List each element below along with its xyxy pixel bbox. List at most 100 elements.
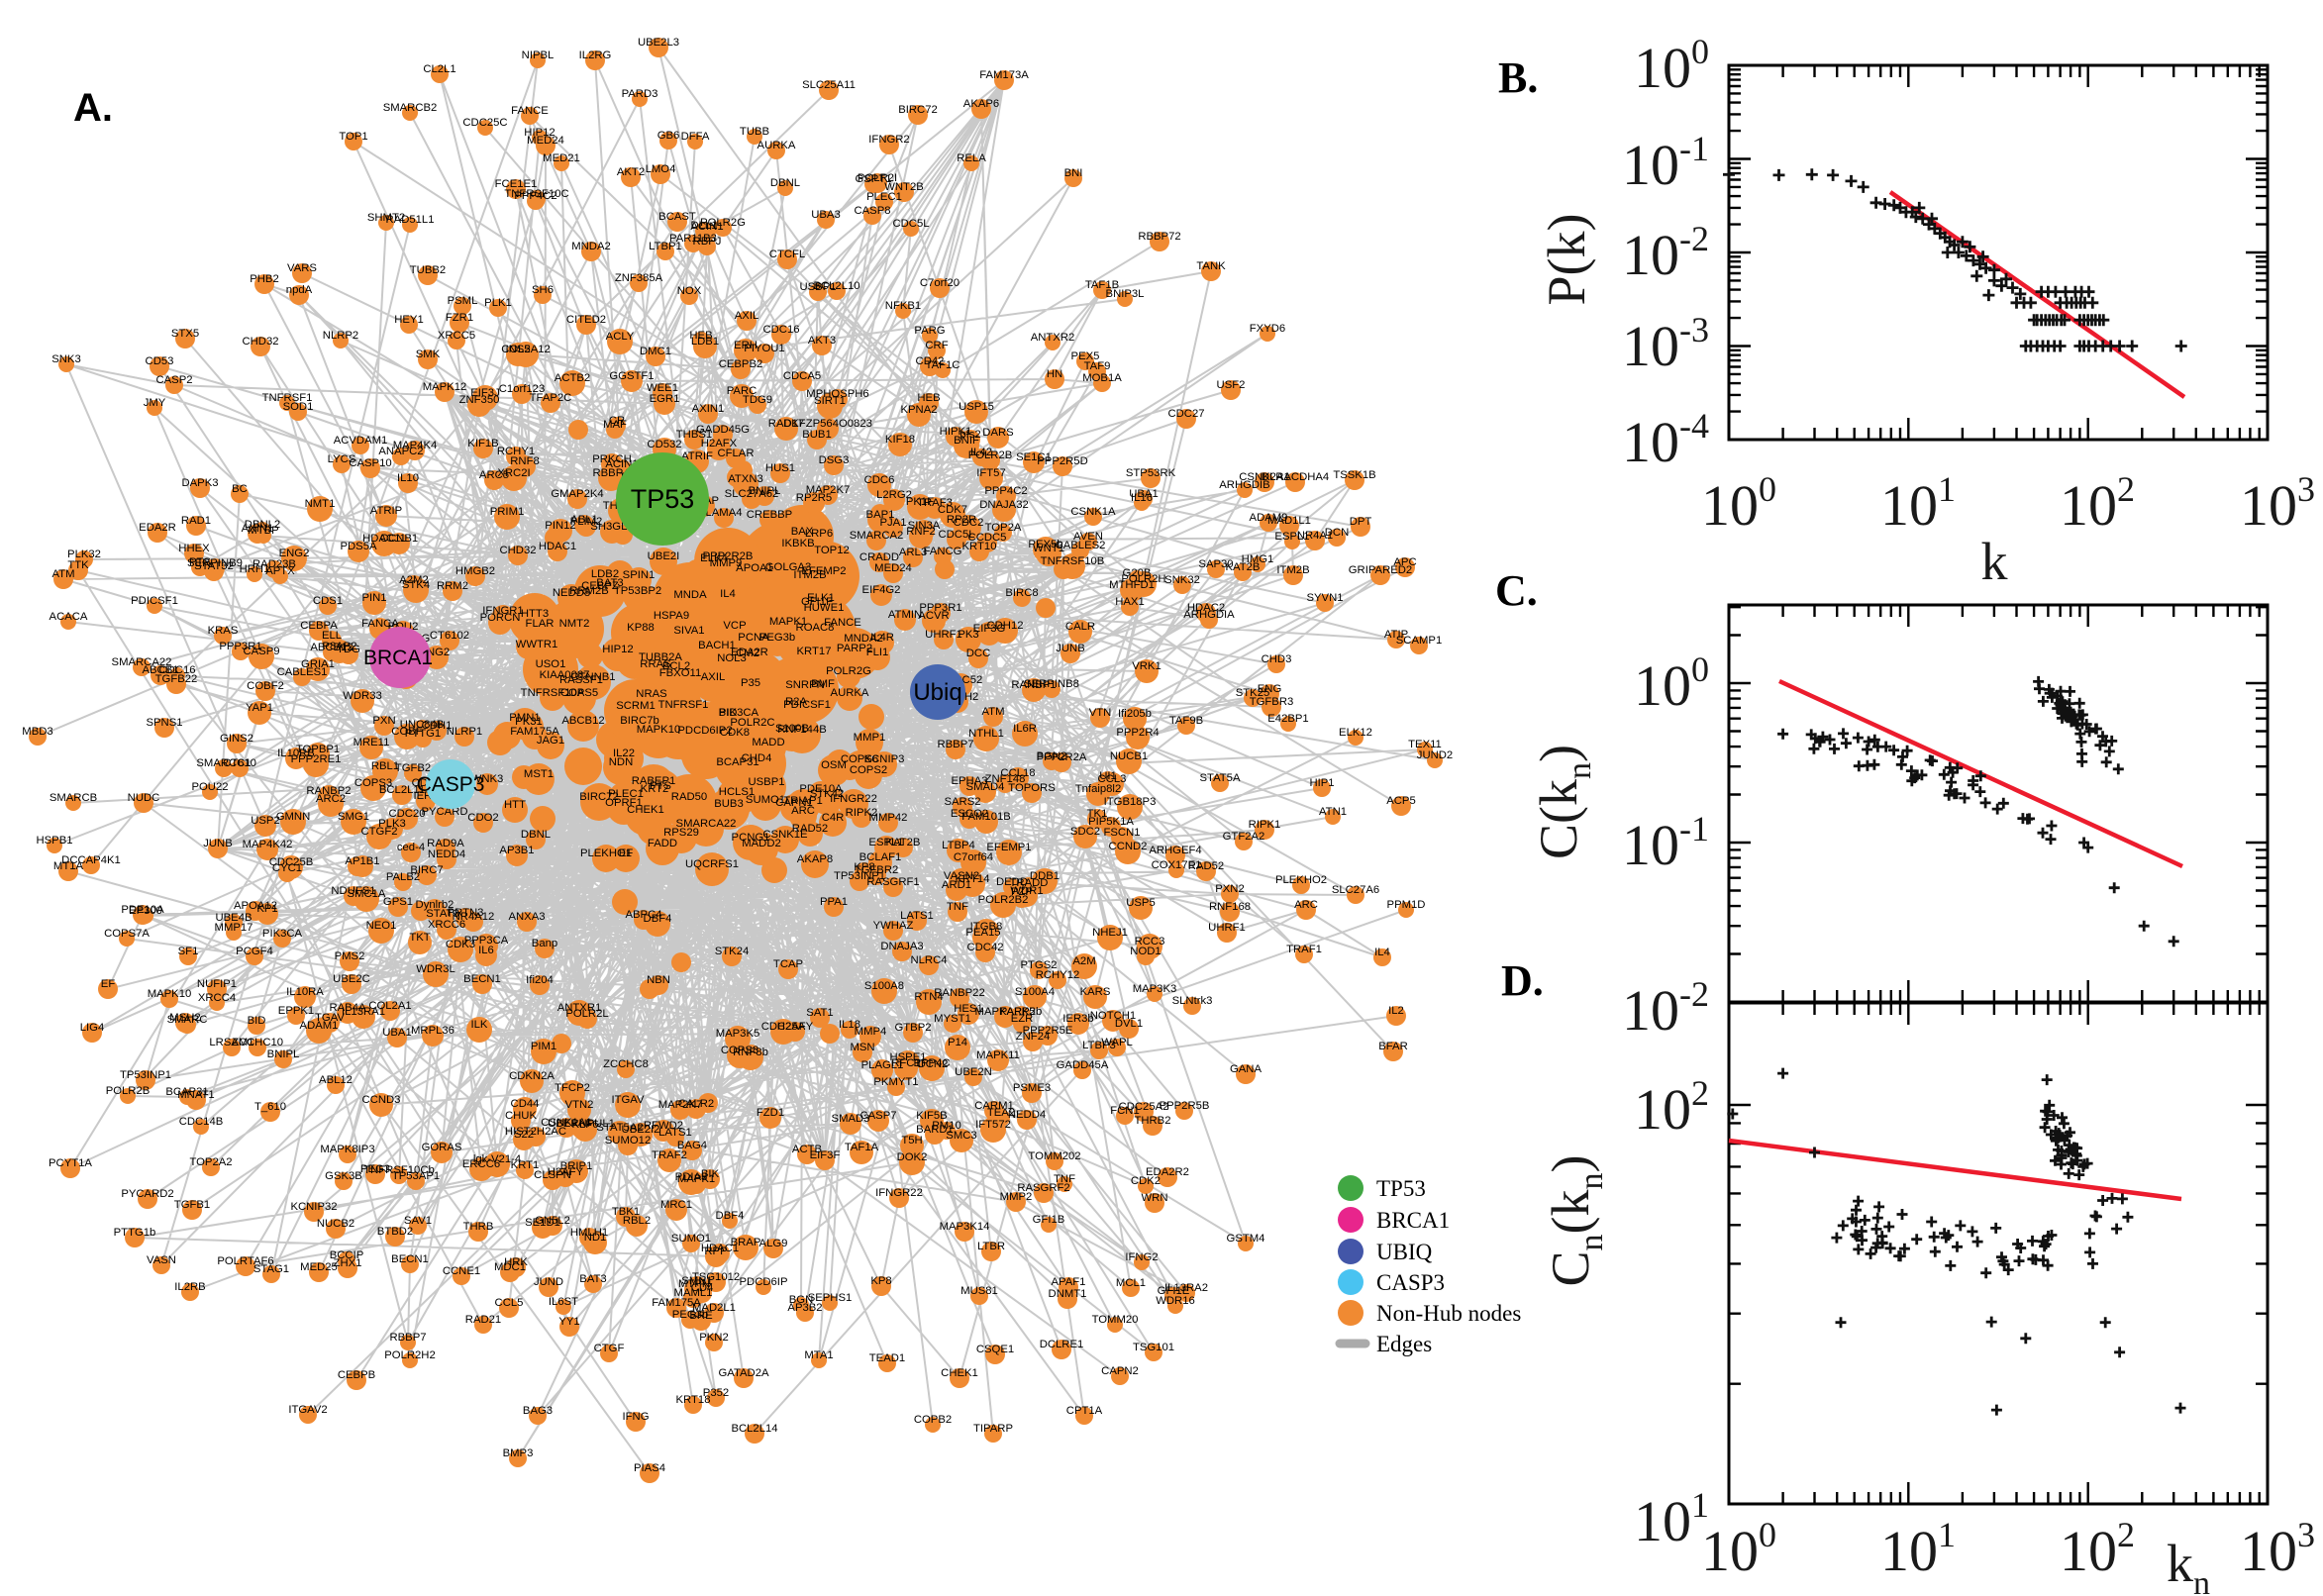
svg-text:KCNIP3: KCNIP3 bbox=[864, 753, 905, 765]
svg-text:ARHGDIA: ARHGDIA bbox=[1183, 609, 1235, 621]
svg-text:DCLRE1: DCLRE1 bbox=[1040, 1339, 1084, 1350]
svg-text:GORAS: GORAS bbox=[422, 1142, 462, 1153]
svg-text:COPS5: COPS5 bbox=[560, 687, 598, 699]
svg-text:TEA2: TEA2 bbox=[987, 1107, 1015, 1119]
svg-text:EDA2R2: EDA2R2 bbox=[1146, 1166, 1189, 1178]
svg-text:TGFB2: TGFB2 bbox=[395, 762, 431, 774]
svg-text:C7orf20: C7orf20 bbox=[920, 277, 960, 289]
svg-text:GRIPARED2: GRIPARED2 bbox=[1349, 564, 1412, 576]
svg-text:HHEX: HHEX bbox=[178, 543, 210, 554]
svg-text:BUB3: BUB3 bbox=[714, 798, 744, 810]
svg-text:COPS8: COPS8 bbox=[721, 1045, 758, 1056]
svg-text:SMARCA2: SMARCA2 bbox=[850, 530, 904, 542]
svg-text:WEE1: WEE1 bbox=[647, 382, 678, 394]
svg-text:DBNL: DBNL bbox=[521, 829, 551, 841]
svg-text:PIN12: PIN12 bbox=[545, 520, 575, 532]
svg-text:RTN4: RTN4 bbox=[914, 991, 943, 1003]
svg-text:CDO2: CDO2 bbox=[467, 812, 498, 824]
svg-text:HMLH1: HMLH1 bbox=[570, 1227, 608, 1239]
svg-text:CARM1: CARM1 bbox=[974, 1100, 1014, 1112]
svg-text:THBS1: THBS1 bbox=[676, 429, 712, 441]
svg-text:DNAJA3: DNAJA3 bbox=[880, 941, 923, 952]
svg-text:EDA2R: EDA2R bbox=[139, 522, 176, 534]
svg-text:CASP2: CASP2 bbox=[155, 374, 192, 386]
svg-text:ELK4: ELK4 bbox=[700, 552, 728, 564]
svg-text:PRKCH: PRKCH bbox=[592, 453, 632, 465]
svg-text:ARHGDIB: ARHGDIB bbox=[1219, 479, 1269, 491]
svg-text:SF1: SF1 bbox=[178, 946, 199, 957]
svg-text:CDCA5: CDCA5 bbox=[783, 370, 821, 382]
svg-text:BMP3: BMP3 bbox=[503, 1447, 534, 1459]
svg-text:UBA1: UBA1 bbox=[1129, 488, 1159, 500]
svg-text:A.: A. bbox=[73, 86, 113, 130]
svg-text:P352: P352 bbox=[703, 1387, 729, 1399]
svg-text:C.: C. bbox=[1495, 566, 1538, 615]
svg-text:BID: BID bbox=[248, 1015, 266, 1027]
svg-text:CCNE1: CCNE1 bbox=[443, 1265, 480, 1277]
svg-text:HSPA9: HSPA9 bbox=[654, 610, 689, 622]
svg-text:THRB2: THRB2 bbox=[1134, 1115, 1170, 1127]
svg-text:RCHY12: RCHY12 bbox=[1036, 969, 1080, 981]
svg-text:AP3B2: AP3B2 bbox=[787, 1302, 822, 1314]
svg-text:TGFB1: TGFB1 bbox=[174, 1199, 210, 1211]
svg-text:USBP1: USBP1 bbox=[799, 281, 836, 293]
svg-text:SMAD4: SMAD4 bbox=[966, 781, 1005, 793]
svg-text:HDAC1: HDAC1 bbox=[539, 541, 576, 552]
svg-text:ENG: ENG bbox=[1258, 683, 1281, 695]
svg-text:MMP2: MMP2 bbox=[1000, 1191, 1033, 1203]
svg-text:IFNGR2: IFNGR2 bbox=[868, 134, 909, 146]
svg-text:PLEC1: PLEC1 bbox=[608, 788, 644, 800]
svg-text:EIF3J: EIF3J bbox=[470, 387, 500, 399]
svg-text:APOA1: APOA1 bbox=[736, 562, 773, 574]
svg-text:TAF1B: TAF1B bbox=[1085, 279, 1119, 291]
svg-text:YAP1: YAP1 bbox=[246, 702, 273, 714]
svg-text:CDC27: CDC27 bbox=[1167, 408, 1204, 420]
svg-text:CEBPB2: CEBPB2 bbox=[719, 358, 763, 370]
svg-text:npdA: npdA bbox=[286, 284, 313, 296]
svg-text:TP53: TP53 bbox=[631, 484, 695, 514]
svg-text:FAM175A: FAM175A bbox=[510, 726, 559, 738]
svg-text:CT6102: CT6102 bbox=[430, 630, 469, 642]
svg-text:SERPINB8: SERPINB8 bbox=[1024, 678, 1079, 690]
svg-text:UQCRFS1: UQCRFS1 bbox=[685, 858, 739, 870]
svg-text:BNIF: BNIF bbox=[954, 435, 979, 447]
svg-text:PYCARD2: PYCARD2 bbox=[121, 1188, 173, 1200]
svg-text:POLR2H: POLR2H bbox=[1121, 573, 1165, 585]
svg-text:FLAR: FLAR bbox=[526, 618, 555, 630]
svg-text:SMARC: SMARC bbox=[167, 1014, 208, 1026]
svg-text:TOMM202: TOMM202 bbox=[1028, 1150, 1080, 1162]
svg-text:ITGAV2: ITGAV2 bbox=[288, 1404, 327, 1416]
svg-text:COBF2: COBF2 bbox=[247, 680, 284, 692]
svg-text:BCL2: BCL2 bbox=[662, 660, 690, 672]
svg-text:ZNF385A: ZNF385A bbox=[615, 272, 663, 284]
svg-text:KP1: KP1 bbox=[256, 903, 277, 915]
svg-text:DARS: DARS bbox=[982, 427, 1014, 439]
svg-text:MAPKAPK5: MAPKAPK5 bbox=[975, 1006, 1036, 1018]
svg-text:UHRF1: UHRF1 bbox=[1208, 922, 1246, 934]
svg-text:BFAR: BFAR bbox=[1378, 1041, 1408, 1052]
svg-text:CDC20: CDC20 bbox=[388, 808, 425, 820]
svg-text:RBBP72: RBBP72 bbox=[1138, 231, 1180, 243]
svg-text:ESPL1: ESPL1 bbox=[1274, 531, 1309, 543]
svg-text:GTBP2: GTBP2 bbox=[894, 1022, 931, 1034]
svg-text:MAD1L1: MAD1L1 bbox=[1267, 515, 1311, 527]
svg-text:RANBP2: RANBP2 bbox=[306, 785, 351, 797]
svg-text:PPP4C2: PPP4C2 bbox=[514, 190, 556, 202]
svg-text:PYCARD: PYCARD bbox=[421, 806, 467, 818]
svg-text:DNMT1: DNMT1 bbox=[1049, 1288, 1087, 1300]
svg-text:SLNtrk3: SLNtrk3 bbox=[1172, 995, 1213, 1007]
svg-text:RRAS: RRAS bbox=[640, 658, 671, 670]
svg-text:AXIN1: AXIN1 bbox=[692, 403, 725, 415]
svg-text:KIF1B: KIF1B bbox=[467, 438, 498, 449]
svg-text:MED25: MED25 bbox=[300, 1261, 338, 1273]
svg-text:MRPL36: MRPL36 bbox=[411, 1025, 454, 1037]
svg-text:USP15: USP15 bbox=[959, 401, 994, 413]
svg-text:MTHFD1: MTHFD1 bbox=[1109, 579, 1155, 591]
svg-text:CASP8: CASP8 bbox=[854, 205, 890, 217]
svg-text:CPT1A: CPT1A bbox=[1066, 1405, 1103, 1417]
svg-text:POU22: POU22 bbox=[191, 781, 228, 793]
svg-text:PARC: PARC bbox=[727, 385, 758, 397]
svg-text:BNIPL: BNIPL bbox=[267, 1048, 300, 1060]
svg-text:RNF2: RNF2 bbox=[906, 526, 936, 538]
svg-text:STK42: STK42 bbox=[810, 788, 845, 800]
